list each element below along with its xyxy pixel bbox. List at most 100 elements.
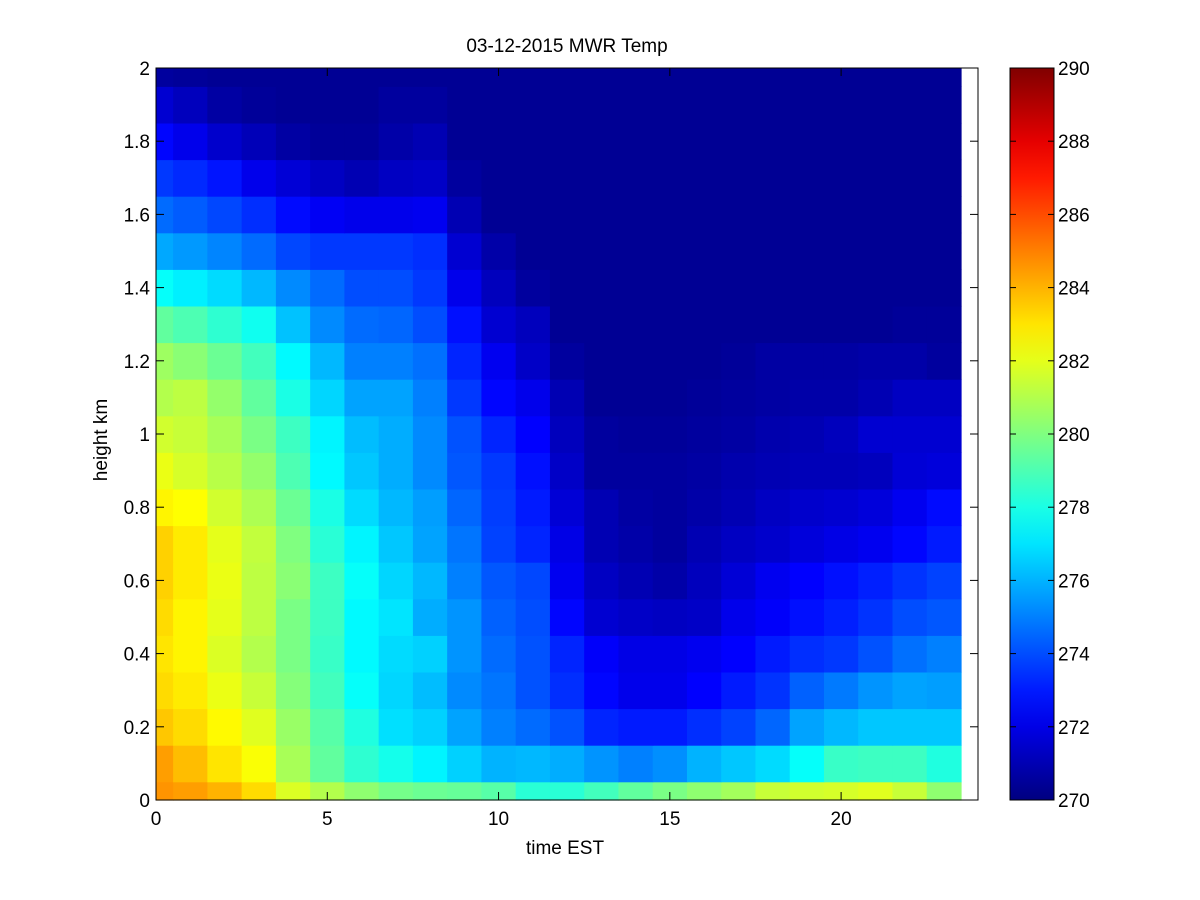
heatmap-cell	[926, 305, 962, 344]
heatmap-cell	[789, 68, 825, 87]
heatmap-cell	[207, 671, 243, 710]
heatmap-cell	[823, 598, 859, 636]
heatmap-cell	[156, 342, 174, 380]
heatmap-cell	[549, 452, 585, 490]
colorbar-tick-label: 276	[1058, 571, 1090, 592]
heatmap-cell	[275, 708, 311, 746]
heatmap-cell	[618, 671, 654, 710]
heatmap-cell	[412, 635, 448, 673]
heatmap-cell	[173, 379, 208, 417]
heatmap-cell	[173, 598, 208, 636]
heatmap-cell	[275, 342, 311, 380]
heatmap-cell	[515, 671, 551, 710]
heatmap-cell	[789, 708, 825, 746]
heatmap-cell	[156, 598, 174, 636]
heatmap-cell	[173, 342, 208, 380]
heatmap-cell	[310, 68, 346, 87]
heatmap-cell	[686, 122, 722, 161]
heatmap-cell	[858, 122, 894, 161]
heatmap-cell	[755, 305, 791, 344]
heatmap-cell	[412, 379, 448, 417]
heatmap-cell	[858, 196, 894, 234]
heatmap-cell	[378, 232, 414, 270]
heatmap-cell	[926, 269, 962, 307]
heatmap-cell	[447, 269, 483, 307]
colorbar-tick-label: 280	[1058, 425, 1090, 446]
heatmap-cell	[310, 781, 346, 801]
colorbar-tick-label: 274	[1058, 645, 1090, 666]
heatmap-cell	[412, 781, 448, 801]
heatmap-cell	[310, 415, 346, 453]
heatmap-cell	[584, 562, 620, 600]
heatmap-cell	[207, 86, 243, 124]
heatmap-cell	[652, 452, 688, 490]
heatmap-cell	[481, 379, 517, 417]
heatmap-cell	[926, 68, 962, 87]
heatmap-cell	[926, 342, 962, 380]
heatmap-cell	[241, 269, 277, 307]
heatmap-cell	[892, 671, 928, 710]
heatmap-cell	[310, 488, 346, 527]
heatmap-cell	[755, 269, 791, 307]
heatmap-cell	[156, 122, 174, 161]
heatmap-cell	[549, 671, 585, 710]
heatmap-cell	[173, 745, 208, 783]
heatmap-cell	[481, 452, 517, 490]
heatmap-cell	[584, 415, 620, 453]
heatmap-cell	[926, 86, 962, 124]
heatmap-cell	[721, 305, 757, 344]
heatmap-cell	[755, 452, 791, 490]
heatmap-cell	[892, 781, 928, 801]
heatmap-cell	[275, 525, 311, 563]
heatmap-cell	[755, 708, 791, 746]
heatmap-cell	[892, 452, 928, 490]
heatmap-cell	[686, 159, 722, 197]
heatmap-cell	[344, 196, 380, 234]
heatmap-cell	[858, 269, 894, 307]
heatmap-cell	[275, 86, 311, 124]
heatmap-cell	[378, 196, 414, 234]
heatmap-cell	[344, 122, 380, 161]
heatmap-cell	[481, 86, 517, 124]
heatmap-cell	[549, 635, 585, 673]
heatmap-cell	[823, 342, 859, 380]
heatmap-cell	[275, 781, 311, 801]
heatmap-cell	[789, 86, 825, 124]
x-axis: 0 5 10 15 20	[151, 68, 852, 830]
heatmap-cell	[173, 196, 208, 234]
heatmap-cell	[789, 269, 825, 307]
heatmap-cell	[823, 122, 859, 161]
heatmap-cell	[823, 379, 859, 417]
heatmap-cell	[652, 122, 688, 161]
heatmap-cell	[241, 452, 277, 490]
heatmap-cell	[892, 68, 928, 87]
y-tick-label: 1.6	[124, 205, 150, 226]
heatmap-cell	[755, 562, 791, 600]
heatmap-cell	[310, 525, 346, 563]
heatmap-cell	[310, 122, 346, 161]
heatmap-cell	[686, 671, 722, 710]
heatmap-cell	[686, 635, 722, 673]
heatmap-cell	[686, 342, 722, 380]
heatmap-cell	[549, 305, 585, 344]
heatmap-cell	[721, 525, 757, 563]
heatmap-cell	[823, 68, 859, 87]
heatmap-cell	[721, 342, 757, 380]
heatmap-cell	[310, 342, 346, 380]
heatmap-cell	[344, 305, 380, 344]
heatmap-cell	[789, 635, 825, 673]
heatmap-cell	[275, 379, 311, 417]
heatmap-cell	[173, 635, 208, 673]
heatmap-cell	[926, 452, 962, 490]
heatmap-cell	[344, 232, 380, 270]
heatmap-cell	[755, 745, 791, 783]
heatmap-cell	[584, 86, 620, 124]
heatmap-cell	[858, 415, 894, 453]
heatmap-cell	[207, 159, 243, 197]
heatmap-cell	[618, 86, 654, 124]
heatmap-cell	[378, 379, 414, 417]
heatmap-cell	[926, 562, 962, 600]
heatmap-cell	[789, 122, 825, 161]
heatmap-cell	[481, 159, 517, 197]
heatmap-cell	[481, 196, 517, 234]
